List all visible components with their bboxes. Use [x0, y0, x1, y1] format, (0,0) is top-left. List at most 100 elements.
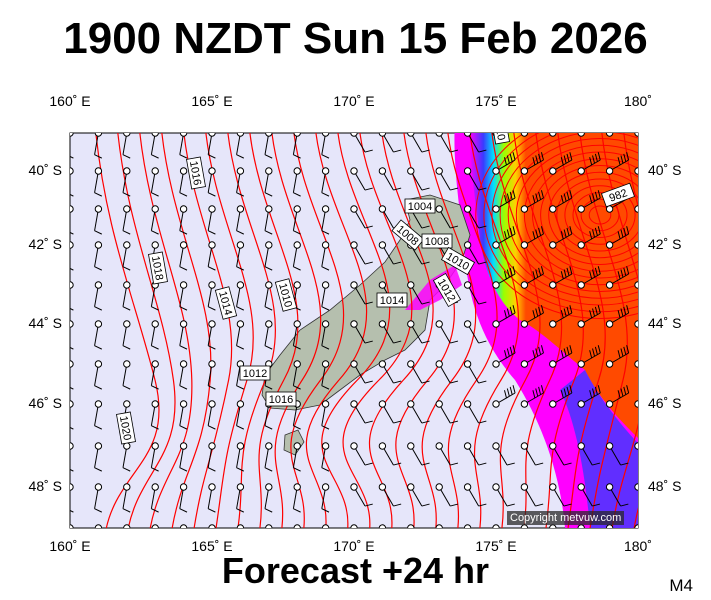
- wind-barb: [552, 133, 554, 134]
- wind-barb-feather: [478, 420, 487, 424]
- station-marker: [123, 167, 131, 175]
- isobar-line: [548, 171, 638, 259]
- station-marker: [208, 524, 216, 528]
- station-marker: [151, 205, 159, 213]
- station-marker: [605, 241, 614, 249]
- wind-barb-feather: [236, 385, 245, 390]
- wind-barb-feather: [569, 266, 573, 275]
- wind-barb-feather: [535, 229, 539, 238]
- wind-barb-feather: [393, 420, 402, 424]
- station-marker: [634, 483, 638, 491]
- station-marker: [94, 167, 103, 175]
- wind-barb-feather: [649, 504, 657, 506]
- station-marker: [463, 442, 472, 450]
- station-marker: [321, 320, 330, 328]
- wind-barb: [154, 527, 156, 528]
- wind-barb-feather: [506, 388, 510, 397]
- wind-barb-feather: [652, 192, 654, 200]
- wind-barb: [70, 285, 71, 288]
- station-marker: [350, 205, 358, 213]
- station-marker: [634, 442, 638, 450]
- wind-barb-feather: [421, 261, 430, 265]
- wind-barb-feather: [538, 346, 542, 355]
- wind-barb-feather: [450, 503, 459, 507]
- wind-barb-feather: [122, 467, 131, 472]
- station-marker: [407, 400, 415, 408]
- wind-barb-feather: [179, 192, 188, 197]
- isobar-line: [183, 133, 233, 528]
- wind-barb-feather: [569, 345, 573, 354]
- station-marker: [123, 360, 131, 368]
- wind-barb-feather: [566, 227, 570, 236]
- station-marker: [605, 400, 614, 408]
- wind-barb-feather: [532, 271, 536, 280]
- forecast-subtitle: Forecast +24 hr: [221, 550, 490, 591]
- station-marker: [407, 524, 415, 528]
- station-marker: [463, 167, 472, 175]
- station-marker: [407, 483, 415, 491]
- wind-barb-feather: [560, 350, 564, 359]
- wind-barb-feather: [569, 226, 573, 235]
- wind-barb-feather: [450, 462, 459, 466]
- wind-barb-feather: [94, 345, 103, 350]
- wind-barb-feather: [264, 385, 273, 390]
- station-marker: [378, 167, 387, 175]
- station-marker: [265, 320, 273, 328]
- wind-barb-feather: [70, 426, 74, 430]
- station-marker: [378, 205, 387, 213]
- svg-text:982: 982: [608, 187, 629, 205]
- station-marker: [492, 320, 500, 328]
- wind-barb-feather: [478, 187, 487, 191]
- station-marker: [577, 133, 585, 137]
- wind-barb-feather: [450, 149, 459, 153]
- wind-barb-feather: [264, 306, 273, 311]
- station-marker: [94, 133, 103, 137]
- station-marker: [70, 320, 74, 328]
- lon-label-top: 175˚ E: [475, 93, 517, 109]
- isobar-line: [491, 133, 638, 306]
- wind-barb-feather: [422, 545, 430, 547]
- wind-barb-feather: [532, 231, 536, 240]
- wind-barb-feather: [321, 425, 330, 430]
- wind-barb-feather: [594, 153, 598, 162]
- station-marker: [265, 205, 273, 213]
- wind-barb-feather: [179, 385, 188, 390]
- station-marker: [350, 167, 358, 175]
- wind-barb-feather: [620, 348, 624, 357]
- isobar-label: 1010: [274, 278, 298, 312]
- wind-barb-feather: [506, 503, 515, 507]
- wind-barb-feather: [592, 462, 601, 466]
- wind-barb-feather: [450, 420, 459, 424]
- station-marker: [236, 320, 245, 328]
- station-marker: [520, 205, 529, 213]
- wind-barb-feather: [655, 190, 657, 198]
- wind-barb-feather: [649, 463, 657, 465]
- station-marker: [549, 241, 557, 249]
- wind-barb-feather: [535, 193, 539, 202]
- wind-barb-feather: [421, 149, 430, 153]
- wind-barb-feather: [293, 425, 301, 430]
- wind-barb-feather: [535, 348, 539, 357]
- svg-text:1004: 1004: [408, 201, 432, 213]
- wind-barb-feather: [236, 467, 245, 472]
- lat-label-left: 44˚ S: [28, 315, 62, 331]
- svg-text:1014: 1014: [380, 295, 404, 307]
- wind-barb-feather: [655, 305, 657, 313]
- station-marker: [634, 360, 638, 368]
- wind-barb-feather: [179, 345, 188, 350]
- wind-barb-feather: [592, 193, 596, 202]
- wind-barb-feather: [560, 157, 564, 166]
- wind-barb-feather: [321, 385, 330, 390]
- lat-label-right: 46˚ S: [648, 395, 682, 411]
- wind-barb-feather: [532, 310, 536, 319]
- wind-barb-feather: [321, 306, 330, 311]
- station-marker: [151, 400, 159, 408]
- wind-barb-feather: [567, 116, 569, 124]
- wind-barb-feather: [293, 230, 301, 235]
- wind-barb-feather: [540, 152, 544, 161]
- station-marker: [463, 241, 472, 249]
- wind-barb-feather: [512, 345, 516, 354]
- station-marker: [123, 483, 131, 491]
- wind-barb-feather: [151, 192, 159, 197]
- station-marker: [549, 133, 557, 137]
